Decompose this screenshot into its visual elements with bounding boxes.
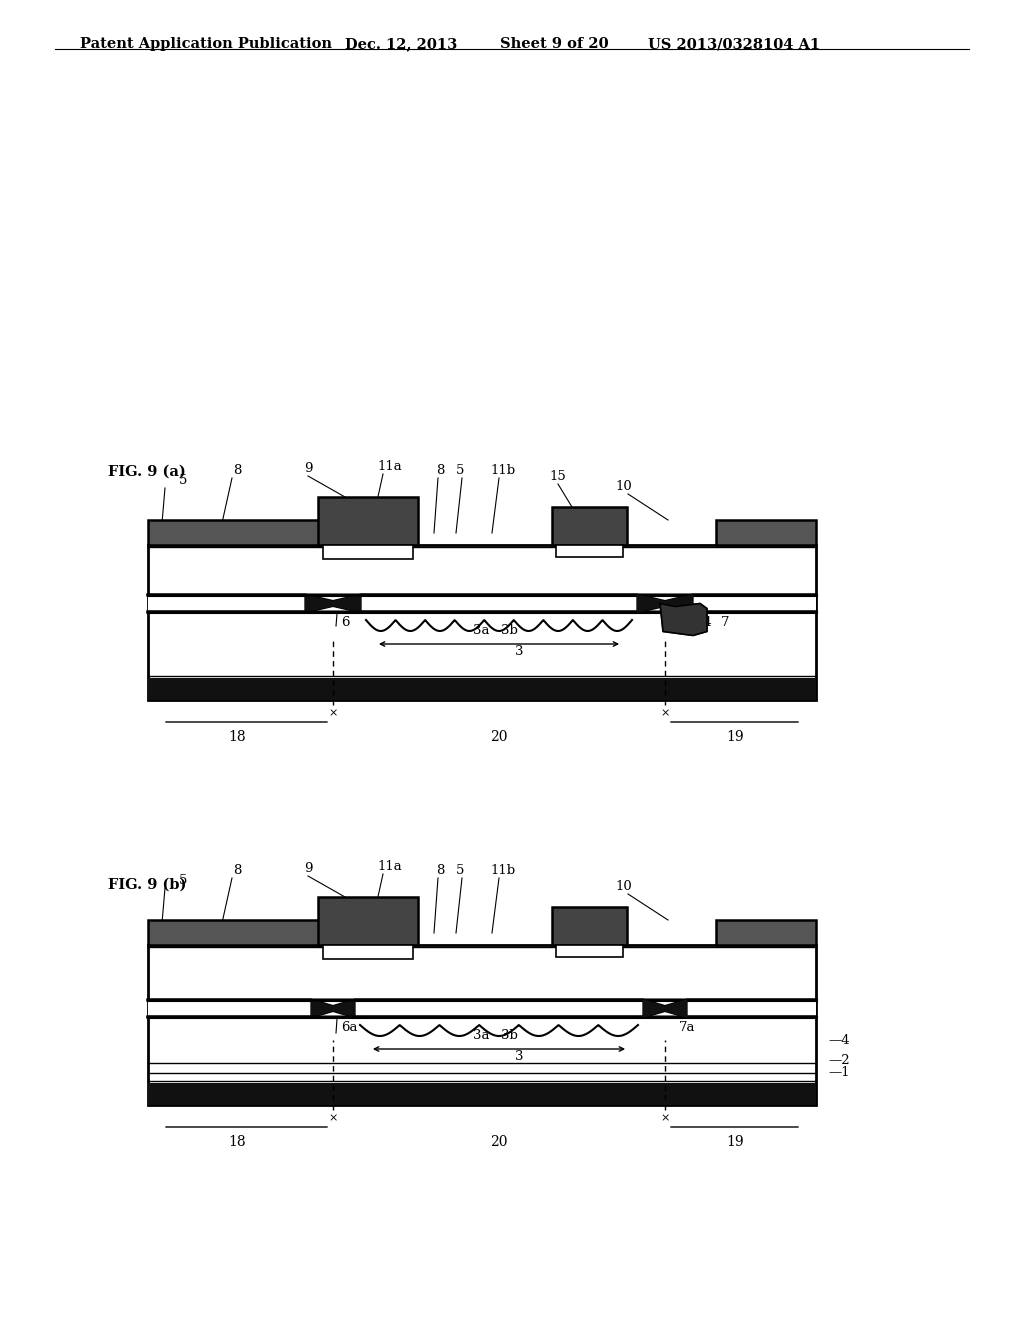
Text: ×: ×: [660, 1113, 670, 1123]
Bar: [148, 1082, 816, 1105]
Text: 3: 3: [515, 645, 523, 657]
Text: 5: 5: [179, 474, 187, 487]
Text: —1: —1: [828, 1067, 850, 1080]
Text: 200: 200: [586, 510, 614, 524]
Text: 20: 20: [490, 730, 508, 744]
Text: 3b: 3b: [501, 624, 517, 638]
Bar: [318, 498, 418, 545]
Text: 6: 6: [341, 616, 349, 630]
Text: 3: 3: [515, 1049, 523, 1063]
Text: 19: 19: [726, 730, 743, 744]
Text: —2: —2: [828, 1053, 850, 1067]
Bar: [323, 545, 413, 558]
Bar: [148, 597, 816, 611]
Bar: [148, 520, 331, 545]
Text: 9: 9: [304, 462, 312, 475]
Text: 19: 19: [726, 1135, 743, 1148]
Text: 11b: 11b: [490, 465, 515, 477]
Text: 3a: 3a: [473, 1030, 489, 1041]
Text: 14: 14: [695, 616, 712, 630]
Text: 3b: 3b: [501, 1030, 517, 1041]
Bar: [556, 545, 623, 557]
Text: FIG. 9 (b): FIG. 9 (b): [108, 878, 186, 892]
Text: Dec. 12, 2013: Dec. 12, 2013: [345, 37, 458, 51]
Text: 11a: 11a: [378, 459, 402, 473]
Polygon shape: [305, 595, 361, 612]
Text: 11b: 11b: [490, 865, 515, 876]
Bar: [148, 1001, 816, 1016]
Text: 5: 5: [179, 874, 187, 887]
Bar: [323, 945, 413, 960]
Text: US 2013/0328104 A1: US 2013/0328104 A1: [648, 37, 820, 51]
Text: Patent Application Publication: Patent Application Publication: [80, 37, 332, 51]
Polygon shape: [637, 595, 693, 612]
Polygon shape: [643, 1001, 687, 1016]
Text: 7: 7: [721, 616, 729, 630]
Text: Sheet 9 of 20: Sheet 9 of 20: [500, 37, 608, 51]
Text: 5: 5: [456, 865, 464, 876]
Text: 8: 8: [232, 865, 242, 876]
Text: 18: 18: [228, 730, 246, 744]
Bar: [716, 520, 816, 545]
Text: ×: ×: [660, 708, 670, 718]
Bar: [148, 945, 816, 1105]
Text: 20: 20: [490, 1135, 508, 1148]
Text: 10: 10: [615, 880, 633, 894]
Bar: [556, 945, 623, 957]
Text: 7a: 7a: [679, 1020, 695, 1034]
Bar: [552, 907, 627, 945]
Text: 8: 8: [232, 465, 242, 477]
Text: ×: ×: [329, 708, 338, 718]
Polygon shape: [660, 603, 707, 635]
Text: 9: 9: [304, 862, 312, 875]
Text: 11a: 11a: [378, 861, 402, 873]
Text: 10: 10: [615, 480, 633, 492]
Text: 8: 8: [436, 865, 444, 876]
Text: 8: 8: [436, 465, 444, 477]
Text: ×: ×: [329, 1113, 338, 1123]
Text: 3a: 3a: [473, 624, 489, 638]
Text: 18: 18: [228, 1135, 246, 1148]
Text: 15: 15: [550, 470, 566, 483]
Bar: [148, 678, 816, 700]
Bar: [148, 920, 331, 945]
Text: 5: 5: [456, 465, 464, 477]
Text: FIG. 9 (a): FIG. 9 (a): [108, 465, 185, 479]
Bar: [148, 545, 816, 700]
Bar: [716, 920, 816, 945]
Text: 6a: 6a: [341, 1020, 357, 1034]
Polygon shape: [311, 1001, 355, 1016]
Bar: [318, 898, 418, 945]
Bar: [552, 507, 627, 545]
Text: —4: —4: [828, 1034, 850, 1047]
